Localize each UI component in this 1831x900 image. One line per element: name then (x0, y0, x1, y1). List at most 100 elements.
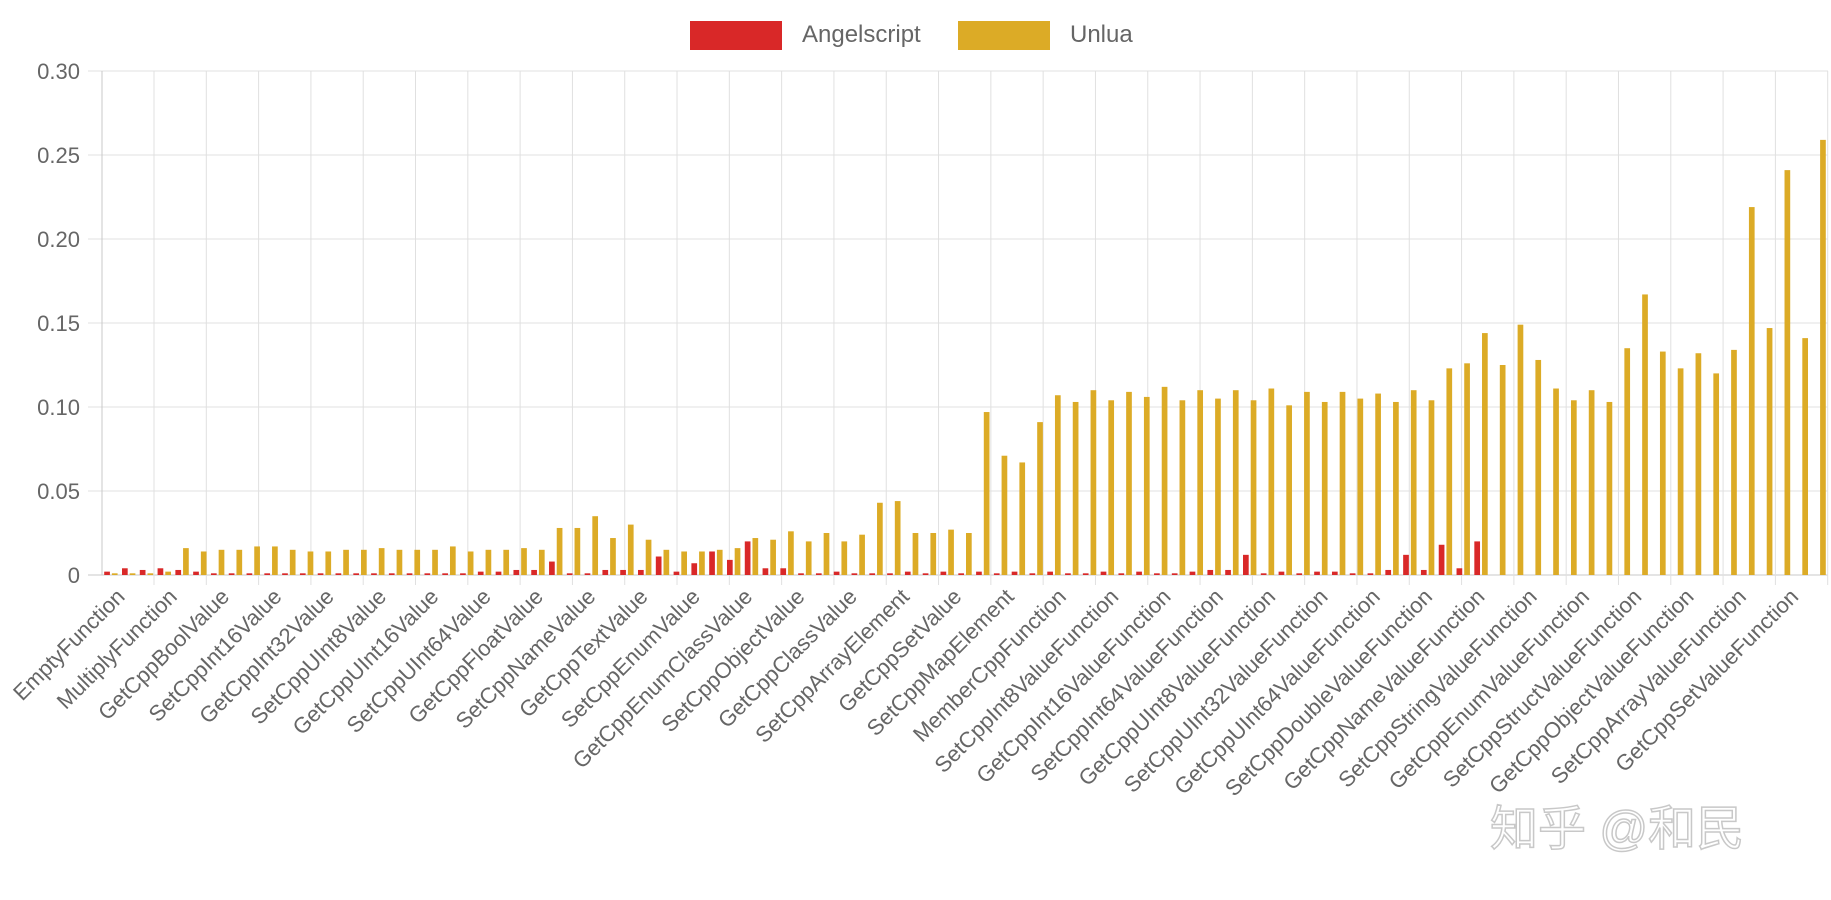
bar-unlua (894, 501, 901, 575)
bar-unlua (307, 551, 314, 575)
bar-angelscript (709, 551, 715, 575)
legend-swatch-unlua[interactable] (958, 21, 1050, 50)
bar-angelscript (317, 573, 324, 575)
bar-unlua (1588, 390, 1595, 575)
bar-angelscript (566, 573, 573, 575)
bar-unlua (556, 527, 563, 575)
bar-unlua (1072, 401, 1079, 575)
bar-unlua (521, 548, 527, 575)
bar-unlua (414, 549, 421, 575)
bar-unlua (432, 549, 438, 575)
bar-unlua (218, 549, 225, 575)
bar-unlua (165, 571, 171, 575)
bar-unlua (1250, 400, 1257, 575)
bar-unlua (449, 546, 456, 575)
bar-angelscript (815, 573, 822, 575)
bar-unlua (1143, 396, 1150, 575)
watermark: 知乎 @和民 (1490, 803, 1744, 856)
bar-angelscript (175, 569, 182, 575)
legend[interactable]: Angelscript Unlua (690, 21, 1133, 50)
bar-unlua (1535, 359, 1542, 575)
bar-unlua (1090, 390, 1097, 575)
bar-angelscript (887, 573, 893, 575)
bar-angelscript (513, 569, 520, 575)
bar-unlua (1820, 139, 1826, 575)
bar-angelscript (388, 573, 395, 575)
bar-angelscript (335, 573, 342, 575)
bar-unlua (1642, 294, 1648, 575)
legend-label-unlua[interactable]: Unlua (1070, 21, 1133, 48)
bar-unlua (1410, 390, 1417, 575)
bar-unlua (147, 573, 154, 575)
bar-unlua (1428, 400, 1435, 575)
bar-unlua (1375, 393, 1381, 575)
bar-unlua (859, 534, 865, 575)
y-tick-label: 0.15 (37, 311, 80, 336)
bar-unlua (289, 549, 296, 575)
bar-unlua (877, 502, 883, 575)
bar-angelscript (1314, 571, 1320, 575)
bar-angelscript (442, 573, 448, 575)
bar-unlua (396, 549, 403, 575)
bar-angelscript (1243, 554, 1249, 575)
bar-unlua (627, 524, 634, 575)
bar-angelscript (1474, 541, 1481, 575)
bar-angelscript (406, 573, 413, 575)
bar-unlua (1019, 462, 1026, 575)
bar-unlua (805, 541, 812, 575)
bar-unlua (912, 533, 919, 575)
bar-angelscript (246, 573, 253, 575)
bar-unlua (1553, 388, 1559, 575)
bar-unlua (966, 533, 972, 575)
bar-unlua (1037, 422, 1043, 575)
bar-unlua (1161, 386, 1168, 575)
bar-angelscript (531, 569, 537, 575)
bar-unlua (1001, 455, 1008, 575)
x-axis-ticks: EmptyFunctionMultiplyFunctionGetCppBoolV… (8, 584, 1803, 801)
bar-angelscript (193, 571, 199, 575)
bar-unlua (1499, 365, 1506, 575)
bar-unlua (1446, 368, 1453, 575)
bar-angelscript (1118, 573, 1125, 575)
bar-angelscript (993, 573, 1000, 575)
bar-angelscript (157, 568, 164, 575)
bar-unlua (1713, 373, 1720, 575)
bar-unlua (254, 546, 260, 575)
bar-unlua (1517, 324, 1524, 575)
bar-unlua (200, 551, 207, 575)
bar-unlua (823, 533, 830, 575)
bar-unlua (610, 538, 616, 575)
bar-unlua (343, 549, 349, 575)
bar-unlua (1766, 328, 1773, 575)
bar-angelscript (460, 573, 466, 575)
bar-unlua (645, 539, 652, 575)
bar-angelscript (1225, 569, 1231, 575)
y-axis-ticks: 0 0.05 0.10 0.15 0.20 0.25 0.30 (37, 59, 80, 588)
bar-unlua (699, 551, 705, 575)
bar-angelscript (549, 561, 555, 575)
bar-unlua (1286, 405, 1292, 575)
bar-angelscript (1011, 571, 1018, 575)
bar-angelscript (282, 573, 288, 575)
y-tick-label: 0 (68, 563, 80, 588)
bar-angelscript (1100, 571, 1107, 575)
bar-angelscript (655, 556, 662, 575)
bar-unlua (948, 529, 954, 575)
bar-angelscript (673, 571, 680, 575)
bar-angelscript (904, 571, 911, 575)
bar-angelscript (228, 573, 235, 575)
bar-angelscript (762, 568, 769, 575)
legend-swatch-angelscript[interactable] (690, 21, 782, 50)
bar-unlua (681, 551, 687, 575)
bar-unlua (788, 531, 794, 575)
bar-unlua (1108, 400, 1115, 575)
bar-unlua (378, 548, 385, 575)
bar-angelscript (1189, 571, 1196, 575)
legend-label-angelscript[interactable]: Angelscript (802, 21, 921, 48)
bar-angelscript (584, 573, 591, 575)
bar-angelscript (264, 573, 271, 575)
y-tick-label: 0.05 (37, 479, 80, 504)
bar-unlua (111, 573, 118, 575)
bar-unlua (716, 549, 723, 575)
bar-unlua (272, 546, 278, 575)
